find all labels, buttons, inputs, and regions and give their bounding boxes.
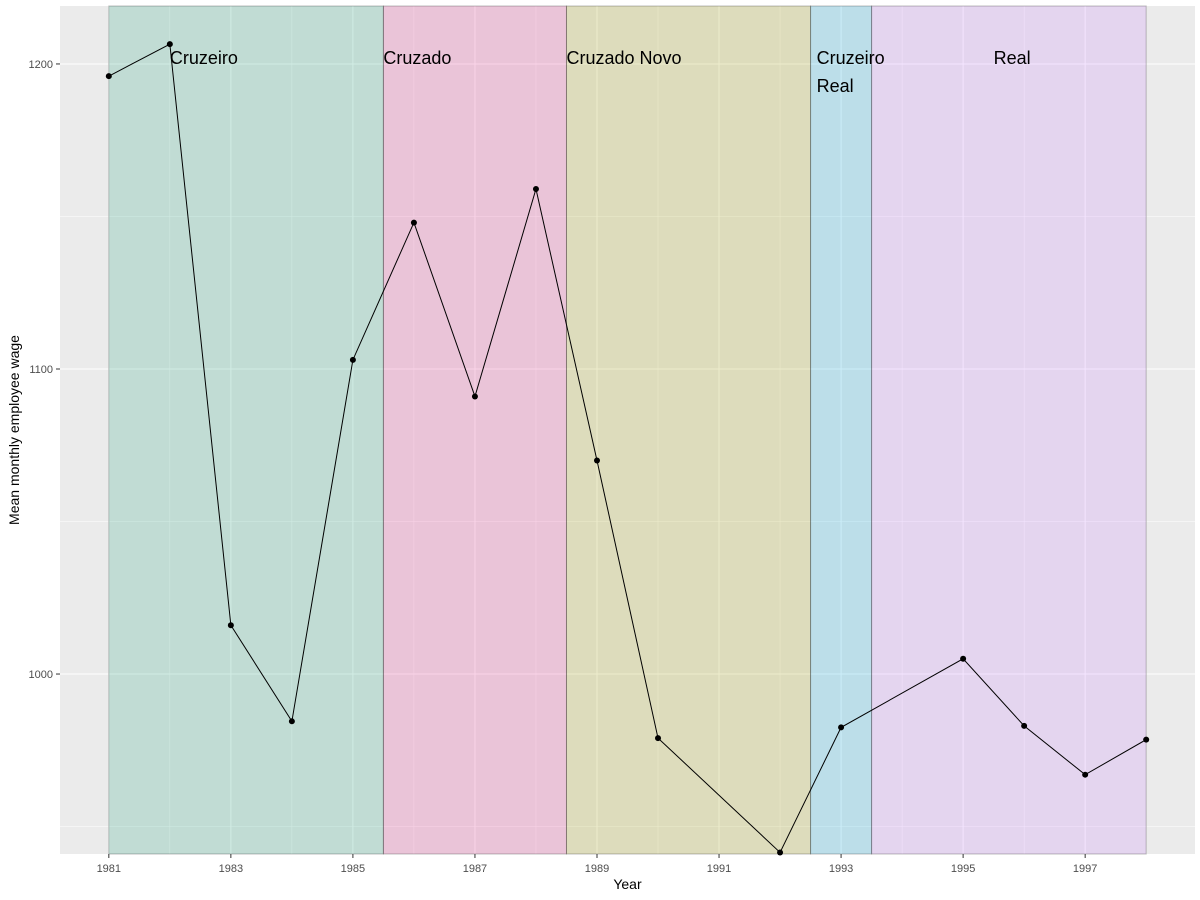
data-point [655, 735, 662, 742]
series-line-0 [108, 43, 1147, 854]
band-label-0: Cruzeiro [170, 48, 238, 68]
band-1 [382, 5, 567, 855]
x-tick-label: 1985 [341, 863, 365, 875]
data-point [777, 849, 784, 856]
data-point [410, 219, 417, 226]
x-tick-label: 1989 [585, 863, 609, 875]
currency-bands [108, 5, 1147, 855]
band-2 [565, 5, 812, 855]
x-tick-label: 1993 [829, 863, 853, 875]
data-point [471, 393, 478, 400]
axes: 1981 1983 1985 1987 1989 1991 1993 1995 1997 1000… [29, 59, 1098, 875]
band-label-line: Cruzado [383, 48, 451, 68]
band-label-2: Cruzado Novo [566, 48, 681, 68]
band-label-line: Cruzeiro [170, 48, 238, 68]
band-label-1: Cruzado [383, 48, 451, 68]
plot-panel [60, 6, 1195, 854]
y-tick-label: 1200 [29, 59, 53, 71]
wage-series [105, 41, 1150, 856]
data-point [593, 457, 600, 464]
y-axis-title: Mean monthly employee wage [6, 335, 22, 525]
band-label-line: Real [817, 76, 854, 96]
y-tick-label: 1100 [29, 364, 53, 376]
band-label-line: Real [994, 48, 1031, 68]
data-point [166, 41, 173, 48]
currency-band-labels: Cruzeiro Cruzado Cruzado Novo Cruzeiro Real R… [170, 48, 1031, 96]
band-0 [108, 5, 384, 855]
band-4 [871, 5, 1147, 855]
x-tick-label: 1983 [219, 863, 243, 875]
data-point [838, 724, 845, 731]
data-point [105, 73, 112, 80]
x-tick-label: 1987 [463, 863, 487, 875]
data-point [1082, 771, 1089, 778]
y-tick-label: 1000 [29, 669, 53, 681]
band-label-line: Cruzado Novo [566, 48, 681, 68]
band-label-line: Cruzeiro [817, 48, 885, 68]
x-tick-label: 1997 [1073, 863, 1097, 875]
data-point [532, 186, 539, 193]
data-point [1021, 722, 1028, 729]
band-label-4: Real [994, 48, 1031, 68]
band-label-3: Cruzeiro Real [817, 48, 885, 96]
data-point [227, 622, 234, 629]
data-point [960, 655, 967, 662]
x-tick-label: 1991 [707, 863, 731, 875]
data-point [288, 718, 295, 725]
major-gridlines [60, 6, 1195, 854]
minor-gridlines [60, 6, 1195, 854]
data-point [1143, 736, 1150, 743]
x-axis-title: Year [613, 876, 642, 892]
x-tick-label: 1981 [97, 863, 121, 875]
x-tick-label: 1995 [951, 863, 975, 875]
data-point [349, 356, 356, 363]
band-3 [810, 5, 873, 855]
